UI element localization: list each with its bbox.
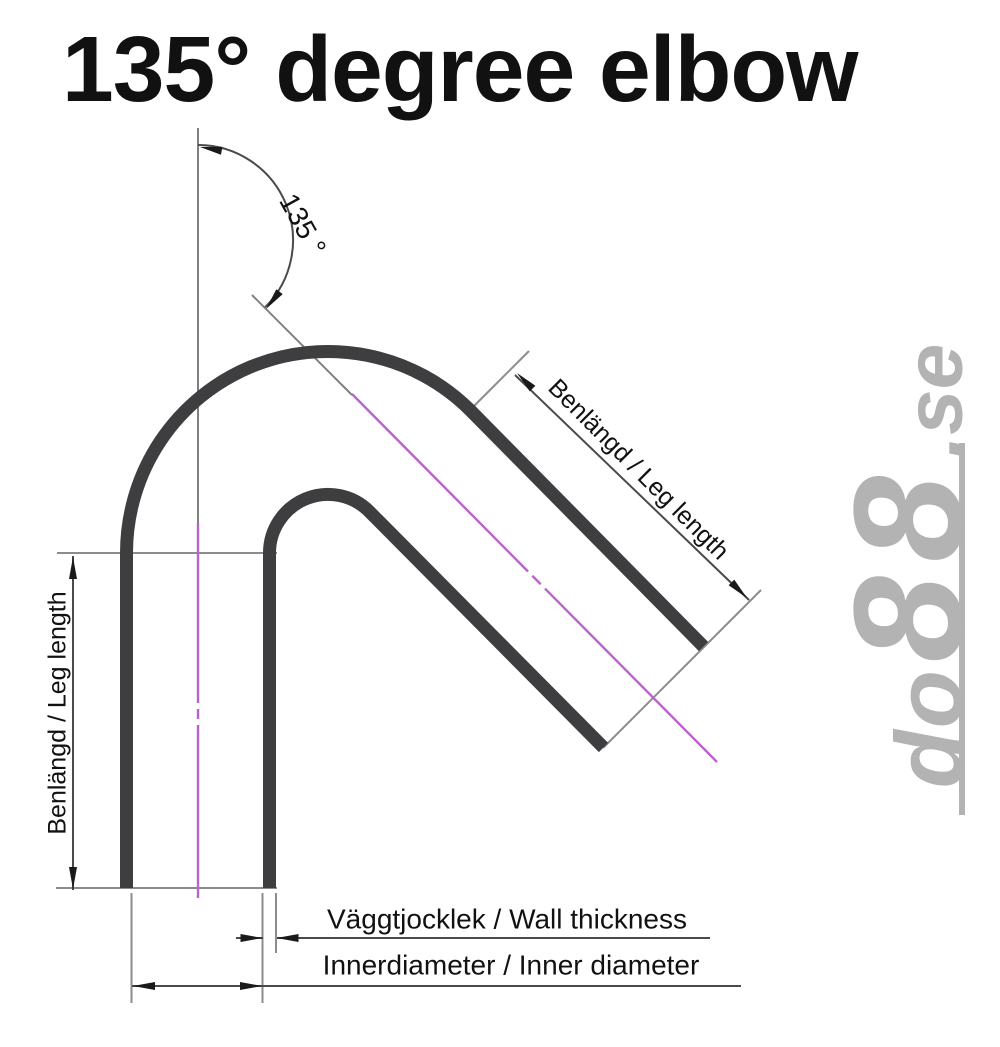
page-title: 135° degree elbow <box>62 17 859 121</box>
watermark-underline <box>959 443 965 815</box>
leg-length-left-label: Benlängd / Leg length <box>43 591 72 835</box>
wall-thickness-label: Väggtjocklek / Wall thickness <box>327 903 687 935</box>
arrow-wall-thickness-left <box>240 934 263 942</box>
arrow-leg-diagonal-upper <box>517 373 536 392</box>
centerline-diagonal-extension <box>251 294 353 396</box>
watermark-logo: do 88 .se <box>821 343 995 789</box>
arrow-leg-diagonal-lower <box>728 579 747 598</box>
pipe-inner-wall <box>263 487 609 888</box>
inner-diameter-label: Innerdiameter / Inner diameter <box>322 949 700 981</box>
arrow-angle-arc-top <box>200 146 223 155</box>
arrow-inner-diameter-right <box>240 982 262 990</box>
pipe-outer-wall <box>120 345 709 888</box>
angle-dimension-arc <box>197 144 295 308</box>
dimension-line-leg-diagonal <box>514 374 750 601</box>
extension-line-diagonal-upper <box>473 350 530 407</box>
arrow-wall-thickness-right <box>276 934 299 942</box>
watermark-suffix: .se <box>888 343 980 458</box>
arrow-angle-arc-bottom <box>266 289 283 309</box>
watermark-prefix: do <box>876 668 983 789</box>
arrow-leg-left-top <box>69 557 77 579</box>
extension-line-diagonal-end <box>602 589 762 749</box>
arrow-leg-left-bottom <box>69 867 77 889</box>
centerline-diagonal-leg <box>351 393 718 763</box>
arrow-inner-diameter-left <box>133 982 155 990</box>
watermark-numbers: 88 <box>821 461 995 663</box>
